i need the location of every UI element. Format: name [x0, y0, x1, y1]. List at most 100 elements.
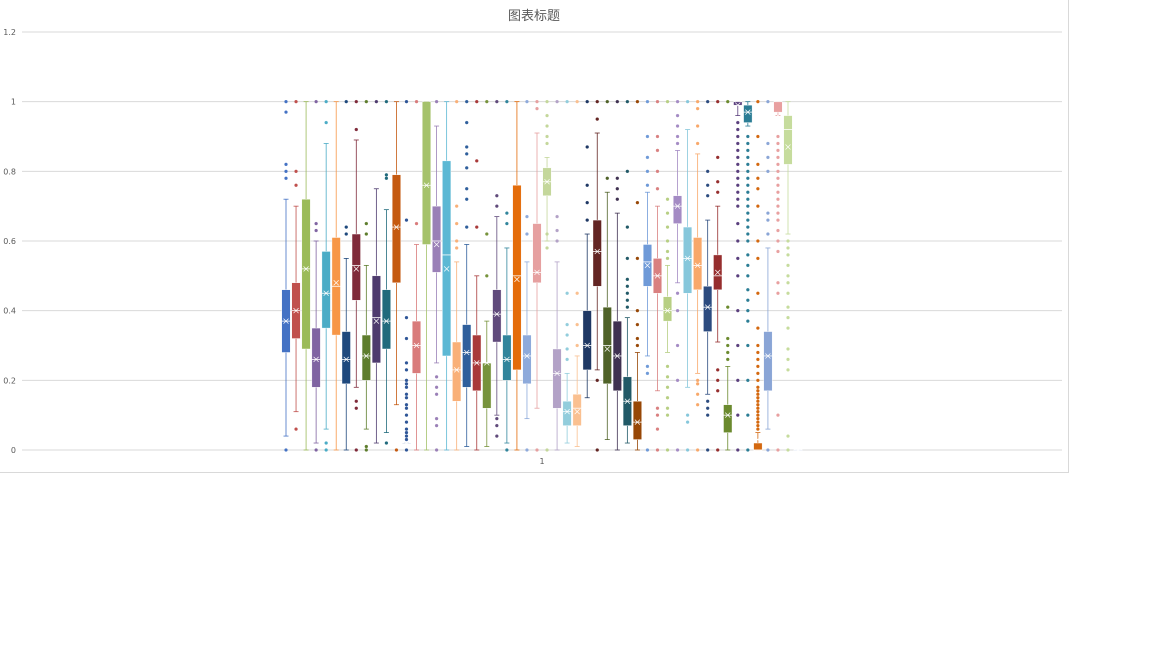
outlier-point: [786, 448, 790, 452]
outlier-point: [505, 211, 509, 215]
outlier-point: [675, 378, 680, 382]
outlier-point: [706, 183, 710, 187]
outlier-point: [736, 343, 740, 348]
mean-marker: [604, 346, 611, 352]
outlier-point: [485, 274, 489, 278]
mean-marker: [664, 307, 671, 314]
outlier-point: [786, 274, 790, 278]
outlier-point: [756, 343, 760, 348]
box: [673, 195, 683, 224]
outlier-point: [706, 448, 710, 452]
outlier-point: [746, 288, 750, 292]
outlier-point: [675, 448, 680, 452]
outlier-point: [465, 225, 469, 229]
outlier-point: [635, 100, 640, 104]
outlier-point: [404, 427, 409, 431]
outlier-point: [404, 336, 409, 341]
outlier-point: [685, 448, 690, 452]
outlier-point: [675, 124, 680, 128]
outlier-point: [595, 378, 599, 382]
outlier-point: [404, 434, 409, 438]
outlier-point: [565, 347, 569, 351]
outlier-point: [354, 100, 358, 104]
outlier-point: [655, 406, 660, 410]
outlier-point: [786, 347, 790, 351]
outlier-point: [465, 166, 469, 170]
outlier-point: [706, 406, 710, 410]
outlier-point: [695, 382, 700, 386]
outlier-point: [675, 291, 680, 295]
box: [562, 401, 572, 426]
outlier-point: [746, 319, 750, 323]
outlier-point: [284, 162, 288, 167]
outlier-point: [746, 211, 750, 215]
outlier-point: [746, 232, 750, 236]
outlier-point: [746, 134, 750, 139]
box: [502, 334, 512, 381]
mean-marker: [363, 353, 370, 359]
outlier-point: [434, 392, 439, 396]
outlier-point: [716, 100, 720, 104]
outlier-point: [786, 305, 790, 309]
outlier-point: [655, 100, 660, 104]
outlier-point: [665, 197, 670, 201]
outlier-point: [294, 427, 298, 431]
mean-marker: [654, 273, 661, 279]
outlier-point: [776, 176, 780, 180]
mean-marker: [584, 342, 590, 349]
mean-marker: [765, 353, 771, 359]
box: [552, 348, 562, 409]
mean-marker: [283, 318, 289, 324]
outlier-point: [756, 176, 760, 180]
outlier-point: [756, 100, 760, 104]
outlier-point: [404, 406, 409, 410]
outlier-point: [756, 291, 760, 295]
outlier-point: [404, 403, 409, 407]
outlier-point: [675, 343, 680, 348]
box: [361, 334, 371, 381]
outlier-point: [665, 406, 670, 410]
mean-marker: [755, 436, 761, 443]
outlier-point: [565, 333, 569, 337]
outlier-point: [485, 232, 489, 236]
outlier-point: [545, 246, 549, 250]
outlier-point: [756, 399, 760, 403]
outlier-point: [555, 100, 559, 104]
outlier-point: [525, 100, 529, 104]
outlier-point: [434, 448, 439, 452]
outlier-point: [665, 211, 670, 215]
outlier-point: [475, 100, 479, 104]
outlier-point: [716, 378, 720, 382]
outlier-point: [505, 100, 509, 104]
outlier-point: [766, 169, 770, 173]
outlier-point: [545, 100, 549, 104]
box: [391, 174, 401, 283]
outlier-point: [746, 225, 750, 229]
mean-marker: [463, 349, 470, 356]
outlier-point: [655, 187, 660, 191]
outlier-point: [786, 434, 790, 438]
chart-area: 图表标题 0 0.2 0.4 0.6 0.8 1 1.2 1: [0, 0, 1069, 473]
outlier-point: [766, 155, 770, 160]
box: [743, 104, 753, 123]
outlier-point: [475, 225, 479, 229]
outlier-point: [354, 406, 358, 410]
outlier-point: [786, 281, 790, 285]
outlier-point: [706, 194, 710, 198]
outlier-point: [685, 413, 690, 417]
outlier-point: [344, 232, 348, 236]
mean-marker: [514, 276, 520, 283]
outlier-point: [525, 214, 529, 219]
box: [522, 334, 532, 385]
outlier-point: [736, 141, 740, 146]
box: [442, 160, 452, 357]
outlier-point: [455, 221, 459, 226]
outlier-point: [716, 389, 720, 393]
outlier-point: [625, 298, 630, 302]
outlier-point: [736, 309, 740, 313]
outlier-point: [756, 403, 760, 407]
mean-marker: [614, 353, 621, 359]
outlier-point: [685, 420, 690, 424]
outlier-point: [665, 249, 670, 254]
outlier-point: [786, 357, 790, 362]
